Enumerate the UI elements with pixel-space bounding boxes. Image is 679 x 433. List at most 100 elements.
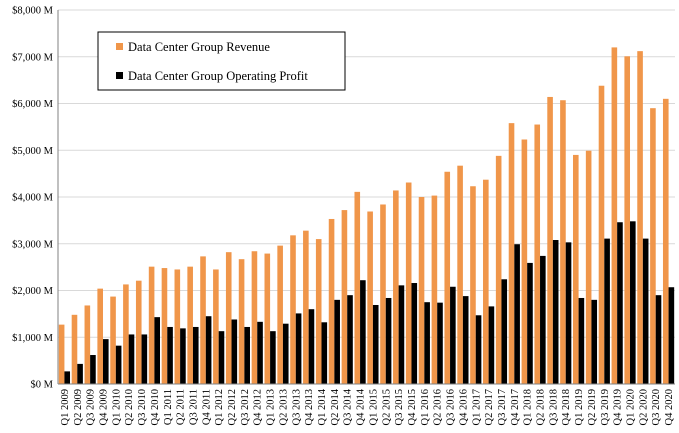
x-tick-label: Q2 2012 [227, 389, 238, 425]
bar-revenue [58, 324, 65, 384]
x-tick-label: Q4 2010 [150, 389, 161, 425]
bar-operating-profit [218, 331, 225, 384]
y-tick-label: $0 M [31, 380, 54, 391]
bar-revenue [97, 288, 103, 384]
bar-revenue [637, 51, 643, 384]
x-tick-label: Q2 2018 [536, 389, 547, 425]
bar-revenue [200, 256, 206, 384]
bar-operating-profit [295, 313, 302, 384]
bar-operating-profit [501, 279, 508, 384]
x-tick-label: Q3 2013 [291, 389, 302, 425]
x-tick-label: Q2 2014 [330, 388, 341, 425]
x-tick-label: Q4 2011 [201, 389, 212, 425]
x-tick-label: Q2 2015 [381, 389, 392, 425]
bar-revenue [650, 108, 656, 385]
bar-revenue [585, 150, 592, 384]
x-tick-label: Q4 2017 [510, 389, 521, 425]
bar-revenue [354, 191, 361, 384]
bar-operating-profit [655, 295, 662, 384]
x-tick-label: Q3 2019 [600, 389, 611, 425]
bar-revenue [444, 171, 451, 384]
bar-revenue [328, 218, 335, 384]
x-tick-label: Q2 2020 [638, 389, 649, 425]
bar-operating-profit [385, 297, 392, 384]
y-tick-label: $6,000 M [12, 99, 54, 110]
bar-revenue [290, 235, 296, 384]
x-tick-label: Q4 2009 [98, 389, 109, 425]
x-tick-label: Q2 2010 [124, 389, 135, 425]
bar-operating-profit [630, 221, 636, 384]
y-tick-label: $5,000 M [12, 146, 54, 157]
legend: Data Center Group Revenue Data Center Gr… [97, 31, 346, 91]
bar-operating-profit [128, 334, 135, 384]
bar-operating-profit [372, 304, 379, 384]
bar-revenue [431, 195, 438, 384]
y-axis-tick-labels: $0 M $1,000 M $2,000 M $3,000 M $4,000 M $5,0… [12, 6, 54, 391]
x-tick-label: Q4 2014 [356, 388, 367, 425]
bar-operating-profit [90, 355, 96, 384]
bar-operating-profit [668, 287, 675, 384]
bar-operating-profit [360, 280, 366, 384]
bar-operating-profit [527, 262, 533, 384]
bar-operating-profit [64, 371, 71, 384]
x-tick-label: Q4 2018 [561, 389, 572, 425]
bar-operating-profit [257, 321, 263, 384]
bar-operating-profit [411, 283, 418, 384]
bar-revenue [123, 284, 129, 384]
bar-revenue [483, 179, 489, 384]
bar-operating-profit [77, 363, 83, 384]
x-tick-label: Q1 2015 [368, 389, 379, 425]
y-tick-label: $7,000 M [12, 52, 54, 63]
bar-operating-profit [604, 238, 610, 384]
bar-operating-profit [578, 297, 585, 384]
bar-operating-profit [321, 322, 328, 384]
x-tick-label: Q1 2020 [626, 389, 637, 425]
x-tick-label: Q3 2015 [394, 389, 405, 425]
bar-operating-profit [462, 296, 469, 384]
bar-operating-profit [398, 285, 405, 384]
x-tick-label: Q1 2019 [574, 389, 585, 425]
bar-revenue [341, 210, 348, 384]
bar-revenue [534, 124, 541, 384]
bar-operating-profit [347, 295, 353, 384]
bar-operating-profit [102, 339, 109, 384]
bar-revenue [560, 100, 566, 384]
legend-swatch-operating-profit [116, 72, 123, 79]
legend-label-revenue: Data Center Group Revenue [128, 40, 270, 54]
x-tick-label: Q3 2016 [446, 389, 457, 425]
x-tick-label: Q3 2014 [343, 388, 354, 425]
bar-revenue [264, 253, 271, 384]
x-tick-label: Q1 2017 [471, 389, 482, 425]
bar-revenue [135, 280, 142, 384]
x-tick-label: Q4 2020 [664, 389, 675, 425]
bar-operating-profit [437, 302, 443, 384]
x-tick-label: Q1 2010 [111, 389, 122, 425]
x-tick-label: Q1 2011 [163, 389, 174, 425]
bar-revenue [508, 123, 515, 384]
bar-revenue [470, 186, 476, 384]
x-tick-label: Q4 2019 [613, 389, 624, 425]
bar-revenue [418, 197, 425, 384]
bar-revenue [277, 245, 283, 384]
bar-operating-profit [488, 306, 495, 384]
bar-revenue [110, 296, 116, 384]
bar-revenue [161, 268, 168, 384]
bar-operating-profit [424, 302, 430, 384]
legend-box [97, 31, 346, 91]
bar-revenue [662, 98, 669, 384]
bar-revenue [303, 230, 309, 384]
x-tick-label: Q3 2018 [548, 389, 559, 425]
bar-operating-profit [231, 319, 238, 384]
bar-revenue [71, 314, 78, 384]
x-tick-label: Q2 2013 [278, 389, 289, 425]
bar-revenue [238, 259, 245, 384]
bar-operating-profit [192, 326, 199, 384]
bar-operating-profit [334, 299, 340, 384]
x-tick-label: Q3 2012 [240, 389, 251, 425]
bar-revenue [174, 269, 181, 384]
bar-operating-profit [115, 345, 122, 384]
x-tick-label: Q2 2009 [73, 389, 84, 425]
x-tick-label: Q1 2013 [266, 389, 277, 425]
x-tick-label: Q4 2012 [253, 389, 264, 425]
